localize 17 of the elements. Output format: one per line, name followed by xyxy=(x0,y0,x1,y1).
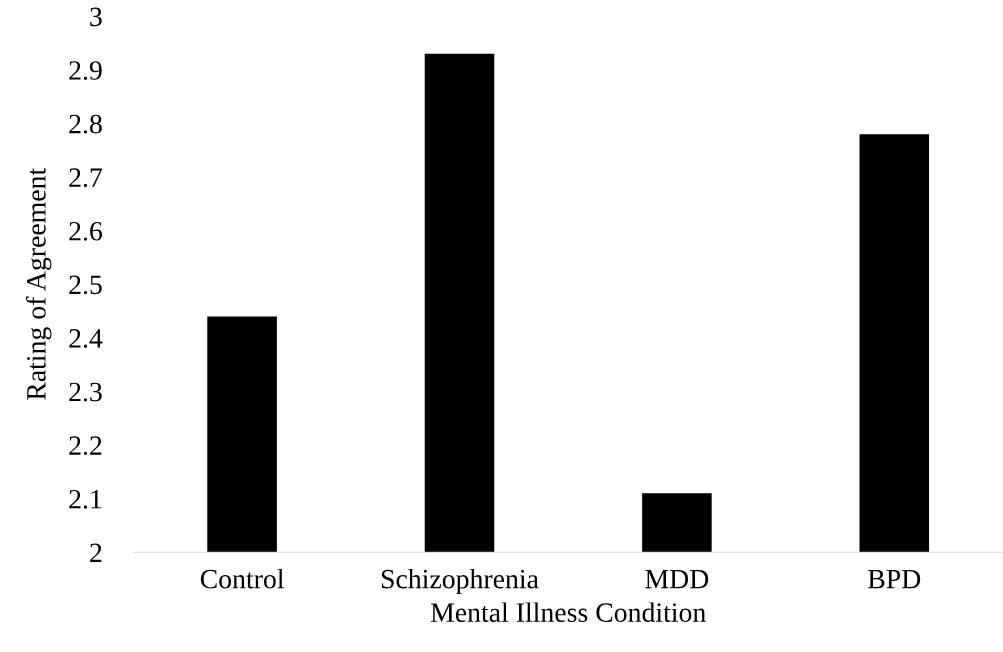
y-tick-label: 2.3 xyxy=(69,382,102,402)
x-axis-title: Mental Illness Condition xyxy=(430,602,706,622)
x-tick-label: MDD xyxy=(645,570,709,589)
y-tick-label: 2.2 xyxy=(69,436,102,456)
y-tick-label: 2 xyxy=(90,543,102,562)
y-tick-label: 2.9 xyxy=(69,61,102,80)
y-axis-title: Rating of Agreement xyxy=(25,167,52,400)
x-tick-label: Control xyxy=(200,568,284,589)
y-tick-label: 2.5 xyxy=(69,275,102,295)
x-tick-label: Schizophrenia xyxy=(381,568,539,595)
y-tick-label: 2.8 xyxy=(69,114,102,134)
y-tick-label: 2.1 xyxy=(69,489,102,509)
y-tick-label: 3 xyxy=(90,7,102,27)
y-tick-label: 2.6 xyxy=(69,221,103,241)
y-tick-label: 2.4 xyxy=(69,329,103,348)
x-tick-label: BPD xyxy=(868,570,921,589)
y-tick-label: 2.7 xyxy=(69,168,103,188)
